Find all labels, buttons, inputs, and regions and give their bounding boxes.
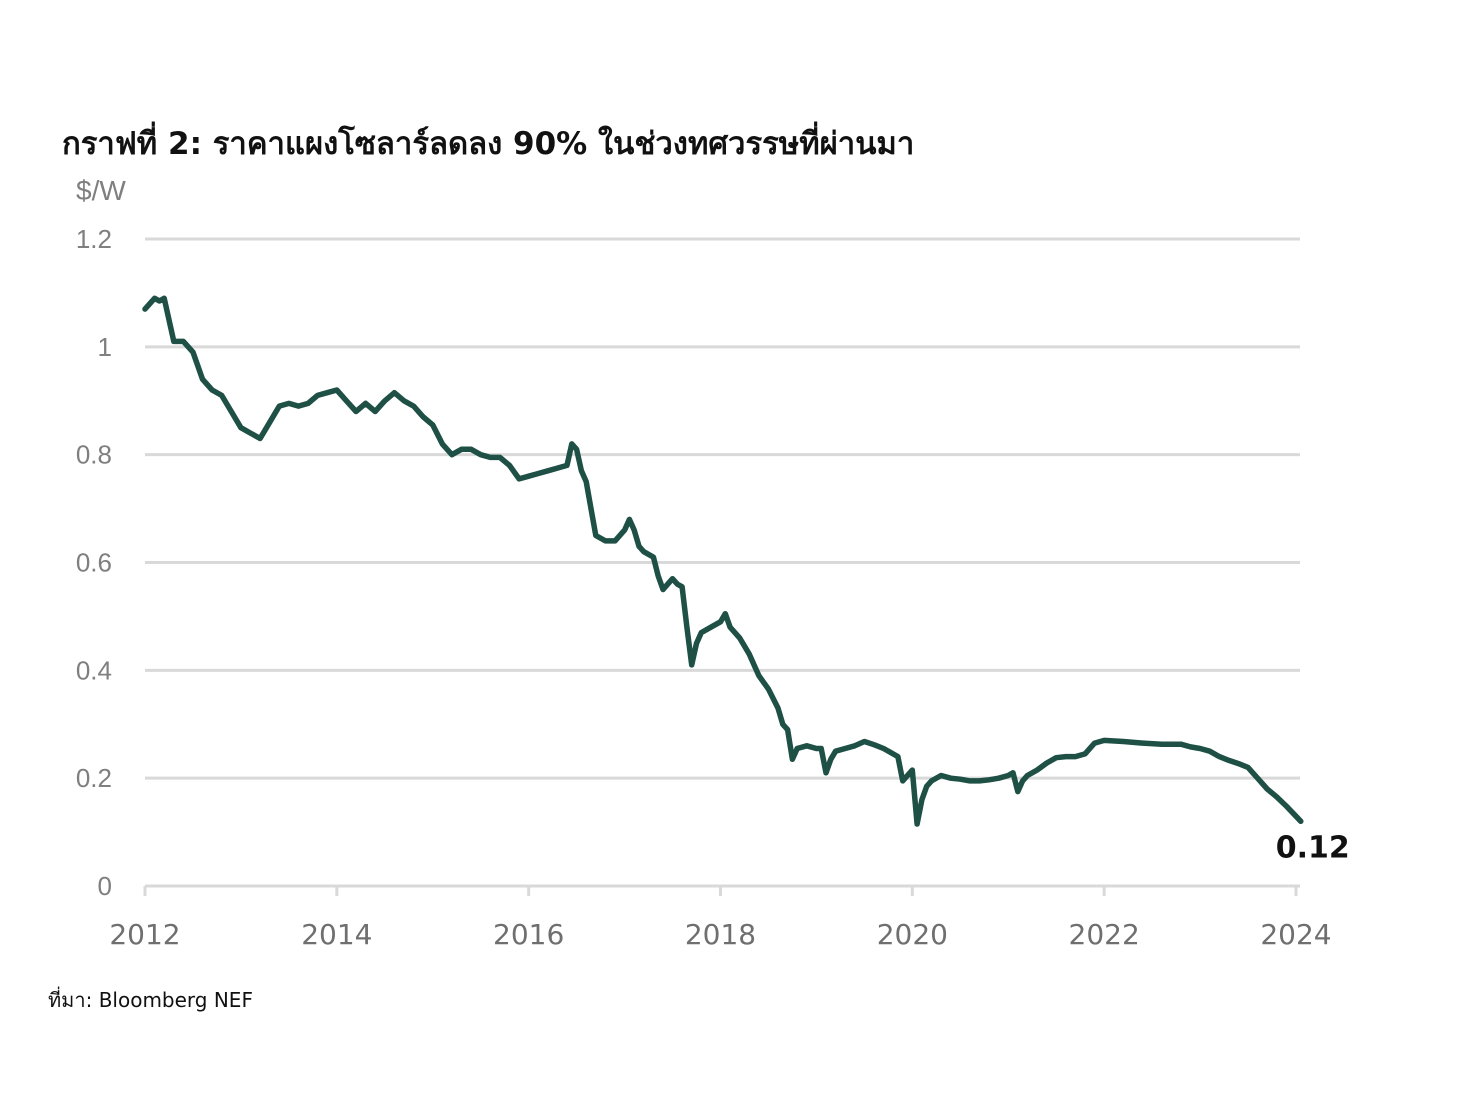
gridlines [145,237,1300,780]
x-axis: 2012 2014 2016 2018 2020 2022 2024 [109,884,1332,951]
x-tick-label: 2012 [109,918,180,951]
x-tick-label: 2022 [1069,918,1140,951]
y-tick-label: 0.8 [76,440,112,470]
x-tick-label: 2016 [493,918,564,951]
y-tick-label: 1 [98,332,112,362]
x-tick-label: 2018 [685,918,756,951]
series-line-1 [142,295,1304,827]
source-note: ที่มา: Bloomberg NEF [48,988,253,1012]
y-tick-label: 0.4 [76,655,112,685]
end-value-label: 0.12 [1276,830,1350,865]
y-tick-label: 0.6 [76,548,112,578]
y-axis-unit-label: $/W [76,175,126,206]
y-tick-label: 1.2 [76,224,112,254]
series-group [142,295,1304,827]
chart-title: กราฟที่ 2: ราคาแผงโซลาร์ลดลง 90% ในช่วงท… [62,126,915,162]
y-tick-label: 0 [98,871,112,901]
y-tick-label: 0.2 [76,763,112,793]
x-tick-label: 2024 [1260,918,1331,951]
x-tick-label: 2014 [301,918,372,951]
x-tick-label: 2020 [877,918,948,951]
y-axis-ticks: 0 0.2 0.4 0.6 0.8 1 1.2 [76,224,112,901]
